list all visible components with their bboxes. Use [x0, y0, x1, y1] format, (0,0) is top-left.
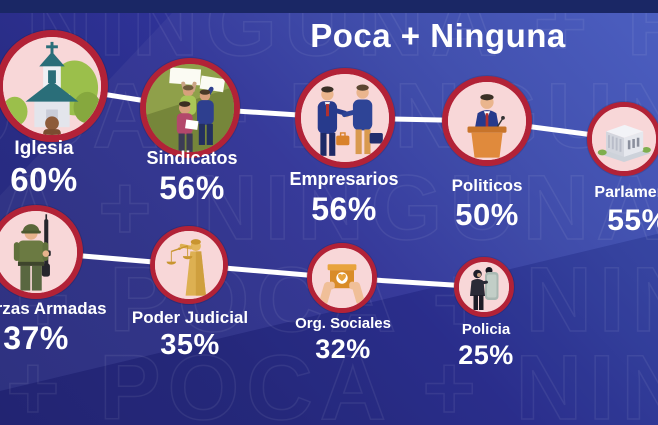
page-title: Poca + Ninguna: [310, 17, 566, 54]
stat-fuerzas-armadas: Fuerzas Armadas 37%: [0, 299, 107, 356]
stat-value: 32%: [315, 333, 371, 364]
justice-bubble: [150, 226, 228, 304]
church-bubble: [0, 30, 108, 142]
stat-label: Sindicatos: [146, 148, 238, 168]
union-protest-icon: [146, 64, 234, 152]
stat-value: 56%: [311, 190, 377, 227]
stat-label: Org. Sociales: [295, 315, 391, 332]
union-bubble: [140, 58, 240, 158]
army-bubble: [0, 205, 83, 299]
church-icon: [3, 37, 101, 135]
stat-empresarios: Empresarios 56%: [289, 169, 399, 227]
stat-value: 35%: [160, 328, 220, 361]
soldier-icon: [0, 211, 77, 293]
stat-value: 60%: [10, 160, 78, 198]
stat-sindicatos: Sindicatos 56%: [146, 148, 238, 206]
donation-box-icon: [312, 248, 372, 308]
stat-value: 56%: [159, 169, 225, 206]
parliament-building-icon: [592, 107, 656, 171]
top-navy-bar: [0, 0, 658, 13]
parliament-bubble: [587, 102, 658, 176]
stat-label: Empresarios: [289, 169, 399, 189]
business-bubble: [295, 68, 395, 168]
stat-value: 50%: [455, 196, 519, 232]
stat-label: Parlamento: [594, 184, 658, 201]
stat-label: Poder Judicial: [131, 308, 249, 327]
stat-label: Iglesia: [14, 138, 74, 159]
police-bubble: [454, 257, 514, 317]
stat-label: Policia: [461, 321, 511, 338]
stat-poder-judicial: Poder Judicial 35%: [131, 308, 249, 362]
stat-parlamento: Parlamento 55%: [594, 184, 658, 237]
stat-value: 55%: [607, 203, 658, 237]
businessmen-handshake-icon: [301, 74, 389, 162]
stat-policia: Policia 25%: [458, 321, 514, 370]
stat-iglesia: Iglesia 60%: [10, 138, 78, 198]
stat-label: Fuerzas Armadas: [0, 299, 107, 318]
stat-politicos: Politicos 50%: [451, 176, 523, 232]
politician-podium-icon: [448, 82, 526, 160]
stat-label: Politicos: [451, 176, 523, 195]
stat-org-sociales: Org. Sociales 32%: [295, 315, 391, 364]
police-officers-icon: [459, 262, 509, 312]
stat-value: 25%: [458, 339, 514, 370]
stat-value: 37%: [3, 319, 69, 356]
politician-bubble: [442, 76, 532, 166]
lady-justice-icon: [155, 231, 223, 299]
social-orgs-bubble: [307, 243, 377, 313]
